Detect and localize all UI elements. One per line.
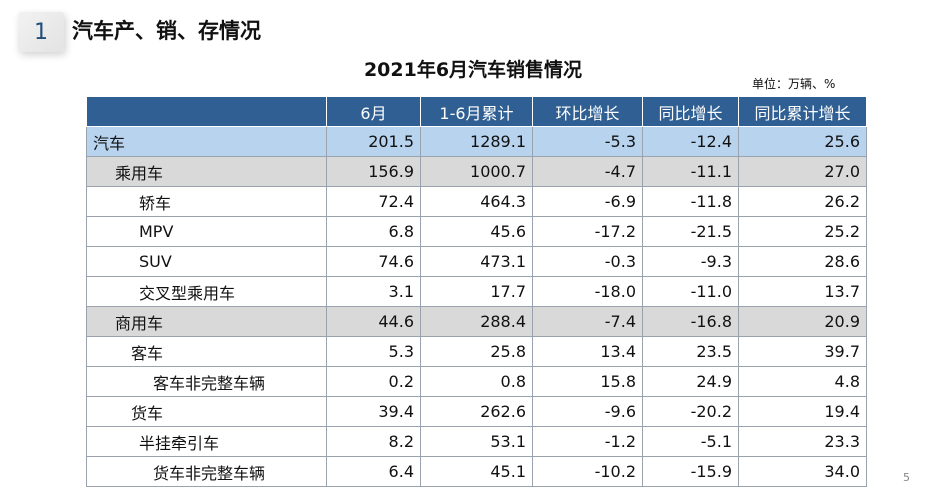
june-value-cell: 8.2 [326,426,421,457]
row-label: 货车非完整车辆 [86,456,327,487]
table-header-row: 6月 1-6月累计 环比增长 同比增长 同比累计增长 [86,96,867,127]
june-value-cell: 0.2 [326,366,421,397]
ytd-value-cell: 1000.7 [420,156,533,187]
june-value-cell: 74.6 [326,246,421,277]
table-row: 交叉型乘用车 3.1 17.7 -18.0 -11.0 13.7 [86,276,867,307]
section-number: 1 [34,19,48,45]
ytd-value-cell: 0.8 [420,366,533,397]
yoy-growth-cell: -12.4 [642,126,739,157]
mom-growth-cell: -0.3 [532,246,643,277]
june-value-cell: 44.6 [326,306,421,337]
ytd-value-cell: 25.8 [420,336,533,367]
table-row: 商用车 44.6 288.4 -7.4 -16.8 20.9 [86,306,867,337]
table-title: 2021年6月汽车销售情况 [363,59,583,81]
mom-growth-cell: -1.2 [532,426,643,457]
row-label: 客车 [86,336,327,367]
row-label: 交叉型乘用车 [86,276,327,307]
sales-table: 6月 1-6月累计 环比增长 同比增长 同比累计增长 汽车 201.5 1289.1… [86,96,867,487]
mom-growth-cell: -5.3 [532,126,643,157]
table-row: 半挂牵引车 8.2 53.1 -1.2 -5.1 23.3 [86,426,867,457]
row-label: 货车 [86,396,327,427]
ytd-yoy-growth-cell: 4.8 [738,366,867,397]
ytd-value-cell: 1289.1 [420,126,533,157]
unit-label: 单位：万辆、% [752,77,836,91]
ytd-yoy-growth-cell: 19.4 [738,396,867,427]
ytd-yoy-growth-cell: 27.0 [738,156,867,187]
header-cell-ytd: 1-6月累计 [420,96,533,127]
mom-growth-cell: -4.7 [532,156,643,187]
header-cell-june: 6月 [326,96,421,127]
table-row: 乘用车 156.9 1000.7 -4.7 -11.1 27.0 [86,156,867,187]
section-number-badge: 1 [18,12,64,52]
june-value-cell: 156.9 [326,156,421,187]
ytd-yoy-growth-cell: 39.7 [738,336,867,367]
mom-growth-cell: -9.6 [532,396,643,427]
table-row: 客车非完整车辆 0.2 0.8 15.8 24.9 4.8 [86,366,867,397]
table-row: 货车非完整车辆 6.4 45.1 -10.2 -15.9 34.0 [86,456,867,487]
ytd-yoy-growth-cell: 28.6 [738,246,867,277]
ytd-value-cell: 464.3 [420,186,533,217]
ytd-value-cell: 288.4 [420,306,533,337]
ytd-yoy-growth-cell: 25.6 [738,126,867,157]
ytd-value-cell: 262.6 [420,396,533,427]
row-label: 轿车 [86,186,327,217]
ytd-yoy-growth-cell: 25.2 [738,216,867,247]
row-label: 半挂牵引车 [86,426,327,457]
ytd-yoy-growth-cell: 20.9 [738,306,867,337]
ytd-yoy-growth-cell: 34.0 [738,456,867,487]
june-value-cell: 5.3 [326,336,421,367]
row-label: 汽车 [86,126,327,157]
june-value-cell: 72.4 [326,186,421,217]
table-row: 货车 39.4 262.6 -9.6 -20.2 19.4 [86,396,867,427]
row-label: SUV [86,246,327,277]
header-cell-name [86,96,327,127]
yoy-growth-cell: -16.8 [642,306,739,337]
table-row: 客车 5.3 25.8 13.4 23.5 39.7 [86,336,867,367]
table-row: MPV 6.8 45.6 -17.2 -21.5 25.2 [86,216,867,247]
mom-growth-cell: -18.0 [532,276,643,307]
mom-growth-cell: -17.2 [532,216,643,247]
header-cell-mom: 环比增长 [532,96,643,127]
june-value-cell: 201.5 [326,126,421,157]
ytd-yoy-growth-cell: 13.7 [738,276,867,307]
june-value-cell: 6.8 [326,216,421,247]
june-value-cell: 3.1 [326,276,421,307]
table-row: 汽车 201.5 1289.1 -5.3 -12.4 25.6 [86,126,867,157]
row-label: MPV [86,216,327,247]
row-label: 商用车 [86,306,327,337]
yoy-growth-cell: -20.2 [642,396,739,427]
mom-growth-cell: -10.2 [532,456,643,487]
yoy-growth-cell: -11.1 [642,156,739,187]
june-value-cell: 6.4 [326,456,421,487]
yoy-growth-cell: -11.0 [642,276,739,307]
mom-growth-cell: -6.9 [532,186,643,217]
ytd-yoy-growth-cell: 26.2 [738,186,867,217]
header-cell-yoy: 同比增长 [642,96,739,127]
yoy-growth-cell: -11.8 [642,186,739,217]
mom-growth-cell: 13.4 [532,336,643,367]
mom-growth-cell: -7.4 [532,306,643,337]
ytd-value-cell: 45.6 [420,216,533,247]
ytd-value-cell: 473.1 [420,246,533,277]
june-value-cell: 39.4 [326,396,421,427]
ytd-value-cell: 45.1 [420,456,533,487]
header-cell-ytd-yoy: 同比累计增长 [738,96,867,127]
yoy-growth-cell: 23.5 [642,336,739,367]
row-label: 乘用车 [86,156,327,187]
ytd-yoy-growth-cell: 23.3 [738,426,867,457]
section-title: 汽车产、销、存情况 [72,19,261,43]
yoy-growth-cell: -5.1 [642,426,739,457]
yoy-growth-cell: -21.5 [642,216,739,247]
ytd-value-cell: 53.1 [420,426,533,457]
row-label: 客车非完整车辆 [86,366,327,397]
yoy-growth-cell: 24.9 [642,366,739,397]
table-row: SUV 74.6 473.1 -0.3 -9.3 28.6 [86,246,867,277]
mom-growth-cell: 15.8 [532,366,643,397]
ytd-value-cell: 17.7 [420,276,533,307]
yoy-growth-cell: -15.9 [642,456,739,487]
page-number: 5 [903,471,910,484]
table-row: 轿车 72.4 464.3 -6.9 -11.8 26.2 [86,186,867,217]
yoy-growth-cell: -9.3 [642,246,739,277]
